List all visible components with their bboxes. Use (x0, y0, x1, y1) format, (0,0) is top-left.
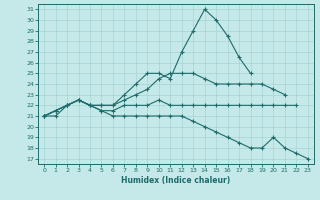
X-axis label: Humidex (Indice chaleur): Humidex (Indice chaleur) (121, 176, 231, 185)
